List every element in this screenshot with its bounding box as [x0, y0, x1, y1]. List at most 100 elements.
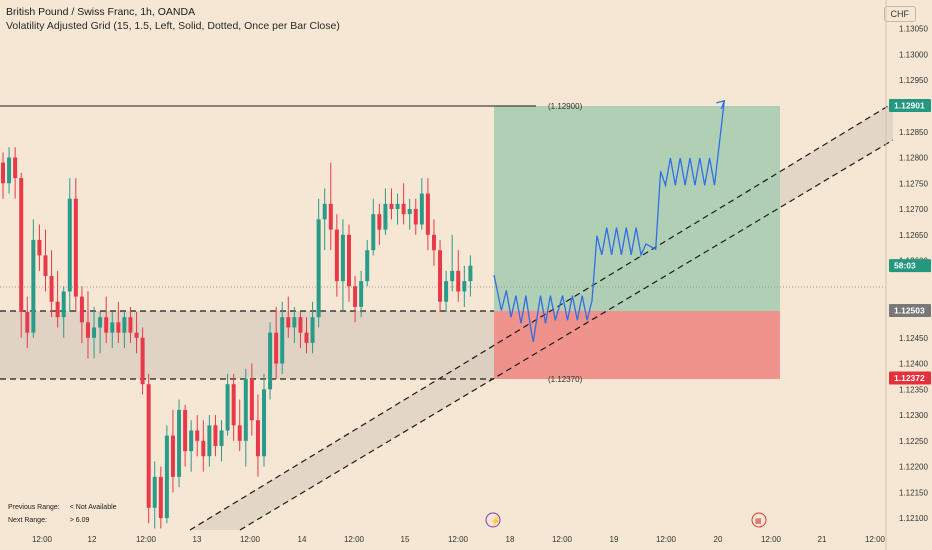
x-tick-label: 12:00	[552, 535, 573, 544]
price-label-text: 1.12901	[894, 100, 925, 110]
lightning-glyph: ⚡	[490, 515, 501, 527]
candle	[377, 203, 382, 246]
candle	[425, 178, 430, 251]
candle-body	[310, 317, 315, 343]
candle	[346, 224, 351, 302]
candle	[152, 461, 157, 529]
candle	[365, 239, 370, 287]
candle-body	[146, 384, 151, 508]
y-tick-label: 1.12100	[899, 514, 928, 523]
projection-arrowhead	[716, 99, 726, 110]
x-tick-label: 19	[610, 535, 619, 544]
candle-body	[37, 239, 42, 256]
candle	[98, 312, 103, 354]
candle-body	[104, 317, 109, 333]
previous-range-label: Previous Range:	[8, 504, 60, 511]
price-label-text: 1.12372	[894, 373, 925, 383]
candle	[55, 270, 60, 328]
candle	[353, 275, 358, 323]
candle-body	[340, 234, 345, 282]
candle	[231, 373, 236, 441]
event-icons: ⚡ ▦	[485, 512, 767, 528]
candle-body	[25, 312, 30, 333]
candle-body	[334, 229, 339, 282]
candle	[25, 296, 30, 349]
candle	[49, 250, 54, 318]
candle-body	[92, 327, 97, 338]
x-tick-label: 12:00	[32, 535, 53, 544]
candle-body	[31, 239, 36, 333]
candle	[438, 239, 443, 313]
candle-body	[346, 234, 351, 287]
candle-body	[328, 203, 333, 230]
candle	[462, 265, 467, 307]
countdown-price-label: 58:03	[889, 259, 931, 273]
candle	[310, 301, 315, 354]
candle	[170, 409, 175, 493]
stop-price-label: 1.12372	[889, 371, 931, 385]
candle-body	[164, 435, 169, 519]
candle-body	[1, 162, 5, 184]
candle	[419, 178, 424, 230]
candle	[262, 373, 267, 467]
candle	[249, 363, 254, 436]
x-tick-label: 12:00	[240, 535, 261, 544]
calendar-glyph: ▦	[755, 518, 762, 525]
target-level-annotation: (1.12900)	[548, 102, 583, 111]
candle-body	[298, 317, 303, 333]
candle	[322, 188, 327, 251]
range-info-table: Previous Range: < Not Available Next Rang…	[6, 500, 127, 528]
x-tick-label: 12	[88, 535, 97, 544]
y-tick-label: 1.12750	[899, 179, 928, 188]
candle	[79, 286, 84, 343]
candle-body	[359, 281, 364, 307]
candle-body	[13, 157, 18, 179]
candle-body	[231, 384, 236, 426]
candle	[292, 306, 297, 343]
symbol-title[interactable]: British Pound / Swiss Franc, 1h, OANDA	[6, 6, 196, 18]
candle-body	[55, 301, 60, 318]
candle-body	[456, 270, 461, 292]
indicator-legend[interactable]: Volatility Adjusted Grid (15, 1.5, Left,…	[6, 20, 340, 32]
support-range-band	[0, 311, 494, 379]
trend-channel-lower-line	[239, 139, 894, 531]
currency-unit-button[interactable]: CHF	[883, 6, 916, 22]
loss-zone	[494, 311, 780, 379]
candle	[92, 306, 97, 359]
candle	[134, 312, 139, 354]
price-label-bg	[889, 259, 931, 273]
candle	[85, 291, 90, 359]
candle-body	[79, 296, 84, 323]
candle	[122, 312, 127, 349]
candle-body	[407, 209, 412, 215]
candle	[164, 425, 169, 524]
candle	[37, 224, 42, 271]
candle-body	[316, 219, 321, 318]
candle-body	[304, 332, 309, 343]
candle-body	[225, 384, 230, 431]
candle-body	[274, 332, 279, 364]
x-tick-label: 21	[818, 535, 827, 544]
next-range-row: Next Range: > 6.09	[8, 515, 125, 526]
candle	[255, 394, 260, 477]
candle-body	[431, 234, 436, 251]
candle	[444, 270, 449, 313]
candle	[334, 214, 339, 297]
candle	[207, 415, 212, 467]
candle	[431, 219, 436, 266]
candle	[61, 286, 66, 338]
y-tick-label: 1.12700	[899, 205, 928, 214]
axes: (1.12900) (1.12370) 1.13050 1.13000 1.1295…	[32, 0, 928, 550]
x-tick-label: 20	[714, 535, 723, 544]
candle	[110, 312, 115, 349]
trend-channel-upper-line	[189, 102, 894, 531]
candle	[316, 198, 321, 328]
x-tick-label: 12:00	[865, 535, 886, 544]
candle	[407, 198, 412, 230]
candle	[183, 404, 188, 467]
y-tick-label: 1.12150	[899, 488, 928, 497]
candle-body	[140, 337, 145, 385]
candle-body	[237, 425, 242, 441]
candle-body	[377, 214, 382, 230]
